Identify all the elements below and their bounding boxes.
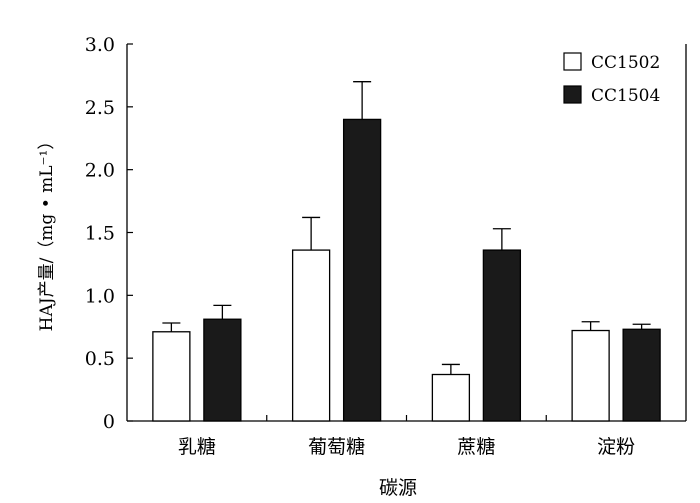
y-tick-label: 3.0: [85, 34, 115, 56]
y-tick-label: 1.0: [85, 285, 115, 307]
bar-series-1: [152, 331, 191, 422]
y-tick-label: 2.0: [85, 160, 115, 182]
x-category-label: 乳糖: [178, 436, 216, 458]
y-tick-label: 0.5: [85, 348, 115, 370]
bars: [152, 81, 661, 422]
bar-series-1: [571, 329, 610, 422]
bar-series-2: [342, 118, 382, 422]
legend-label-series-2: CC1504: [591, 86, 660, 106]
legend: CC1502 CC1504: [563, 52, 660, 106]
x-category-label: 淀粉: [597, 436, 635, 458]
x-category-label: 蔗糖: [457, 436, 495, 458]
x-ticks: 乳糖 葡萄糖 蔗糖 淀粉: [178, 415, 635, 458]
legend-swatch-series-2: [563, 85, 582, 104]
bar-series-1: [431, 373, 471, 422]
x-category-label: 葡萄糖: [308, 436, 365, 458]
y-tick-label: 2.5: [85, 97, 115, 119]
bar-series-1: [291, 249, 331, 422]
y-tick-label: 0: [103, 411, 115, 433]
y-ticks: 0 0.5 1.0 1.5 2.0 2.5 3.0: [85, 34, 133, 433]
x-axis-label: 碳源: [379, 477, 417, 499]
y-tick-label: 1.5: [85, 223, 115, 245]
y-axis-label: HAJ产量/（mg • mL⁻¹）: [37, 133, 57, 332]
legend-label-series-1: CC1502: [591, 53, 660, 73]
bar-series-2: [203, 318, 242, 422]
legend-swatch-series-1: [563, 52, 582, 71]
bar-series-2: [482, 249, 522, 422]
bar-series-2: [622, 328, 661, 422]
